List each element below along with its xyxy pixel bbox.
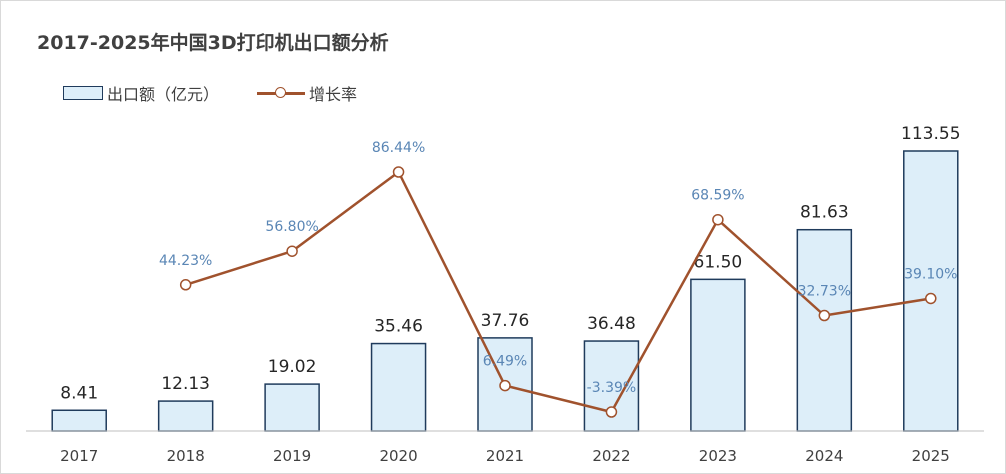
legend-item-export: 出口额（亿元） (63, 81, 219, 105)
bar-value-label-2024: 81.63 (800, 203, 849, 223)
bar-2020 (370, 342, 427, 432)
chart-legend: 出口额（亿元） 增长率 (63, 81, 395, 105)
legend-bar-swatch (63, 86, 103, 100)
bar-value-label-2017: 8.41 (60, 383, 98, 403)
x-tick-label-2023: 2023 (699, 447, 737, 465)
bar-value-label-2019: 19.02 (268, 357, 317, 377)
growth-marker-2024 (818, 309, 831, 322)
x-tick-label-2019: 2019 (273, 447, 311, 465)
legend-label-growth: 增长率 (309, 85, 358, 104)
growth-value-label-2024: 32.73% (798, 283, 851, 299)
x-tick-label-2025: 2025 (912, 447, 950, 465)
growth-marker-2021 (499, 379, 511, 392)
x-tick-label-2017: 2017 (60, 447, 98, 465)
bar-2023 (690, 278, 746, 432)
bar-2019 (264, 383, 320, 432)
bar-2018 (157, 400, 214, 432)
growth-marker-2023 (712, 213, 724, 226)
growth-value-label-2023: 68.59% (691, 188, 744, 204)
growth-marker-2022 (605, 406, 618, 418)
growth-marker-2018 (179, 279, 192, 291)
chart-title: 2017-2025年中国3D打印机出口额分析 (37, 32, 389, 54)
x-tick-label-2024: 2024 (805, 447, 843, 465)
x-tick-label-2021: 2021 (486, 447, 524, 465)
bar-value-label-2020: 35.46 (374, 317, 423, 337)
growth-value-label-2025: 39.10% (904, 266, 957, 282)
x-tick-label-2018: 2018 (167, 447, 205, 465)
legend-label-export: 出口额（亿元） (107, 85, 220, 104)
bar-value-label-2018: 12.13 (161, 374, 210, 394)
bar-2025 (903, 150, 959, 432)
legend-item-growth: 增长率 (257, 81, 357, 105)
growth-value-label-2018: 44.23% (159, 253, 212, 269)
bar-2024 (796, 228, 853, 432)
growth-marker-2025 (925, 292, 937, 305)
bar-value-label-2025: 113.55 (901, 124, 960, 144)
growth-line (185, 170, 931, 414)
bar-value-label-2021: 37.76 (481, 311, 530, 331)
growth-value-label-2019: 56.80% (265, 219, 318, 235)
legend-line-swatch (257, 86, 306, 100)
growth-value-label-2022: -3.39% (587, 380, 637, 396)
bar-value-label-2022: 36.48 (587, 314, 636, 334)
bar-value-label-2023: 61.50 (694, 252, 743, 272)
growth-value-label-2020: 86.44% (372, 140, 425, 156)
bar-2017 (51, 409, 107, 432)
x-tick-label-2020: 2020 (379, 447, 417, 465)
growth-marker-2019 (286, 245, 298, 257)
x-tick-label-2022: 2022 (592, 447, 630, 465)
growth-marker-2020 (392, 166, 405, 178)
growth-value-label-2021: 6.49% (483, 354, 527, 370)
